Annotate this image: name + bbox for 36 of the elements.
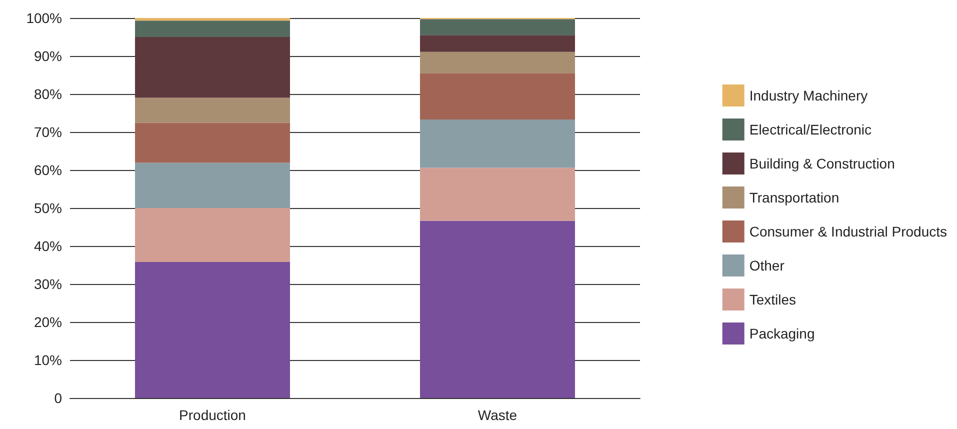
y-tick-label: 40% (34, 238, 62, 254)
x-tick-label: Waste (478, 407, 518, 423)
bar (135, 122, 290, 163)
bar (420, 220, 575, 398)
legend-label: Transportation (749, 190, 840, 206)
legend-label: Packaging (749, 326, 815, 342)
bar (420, 52, 575, 74)
y-tick-label: 20% (34, 314, 62, 330)
bar (135, 18, 290, 21)
legend-label: Textiles (749, 292, 796, 308)
bar (420, 168, 575, 221)
bar (135, 262, 290, 398)
y-tick-label: 80% (34, 86, 62, 102)
bar (135, 20, 290, 37)
bar (135, 162, 290, 208)
y-tick-label: 30% (34, 276, 62, 292)
bar (420, 35, 575, 52)
y-tick-label: 70% (34, 124, 62, 140)
bar (135, 98, 290, 123)
y-tick-label: 10% (34, 352, 62, 368)
y-tick-label: 90% (34, 48, 62, 64)
y-tick-label: 50% (34, 200, 62, 216)
legend-label: Building & Construction (749, 156, 895, 172)
legend-label: Industry Machinery (749, 88, 868, 104)
y-tick-label: 100% (26, 10, 62, 26)
legend-label: Electrical/Electronic (749, 122, 872, 138)
bar (135, 37, 290, 98)
bar (135, 208, 290, 262)
bar (420, 19, 575, 36)
legend-label: Consumer & Industrial Products (749, 224, 947, 240)
y-tick-label: 0 (54, 390, 62, 406)
bar (420, 73, 575, 120)
x-tick-label: Production (179, 407, 246, 423)
legend-label: Other (749, 258, 785, 274)
y-tick-label: 60% (34, 162, 62, 178)
bar (420, 119, 575, 168)
